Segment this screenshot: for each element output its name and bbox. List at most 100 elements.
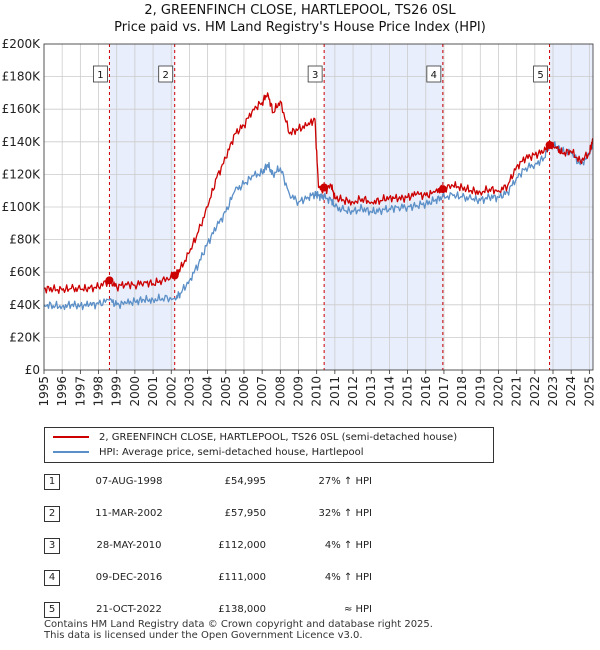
- y-tick-label: £80K: [9, 233, 41, 247]
- legend-swatch-property: [53, 436, 89, 438]
- sale-price: £138,000: [218, 604, 266, 615]
- sale-label-box: [93, 65, 108, 83]
- y-tick-label: £120K: [2, 167, 42, 181]
- sale-point: [438, 185, 447, 194]
- sale-date: 09-DEC-2016: [95, 572, 163, 583]
- sale-label-box: [158, 65, 174, 83]
- sale-label-number: 2: [163, 70, 169, 81]
- y-tick-label: £0: [25, 363, 40, 377]
- sale-marker-lines: [108, 44, 551, 370]
- sale-date: 07-AUG-1998: [95, 476, 163, 487]
- x-tick-label: 2022: [528, 376, 542, 407]
- legend-item-property: 2, GREENFINCH CLOSE, HARTLEPOOL, TS26 0S…: [53, 431, 457, 445]
- chart-title: 2, GREENFINCH CLOSE, HARTLEPOOL, TS26 0S…: [0, 2, 600, 36]
- sale-label-number: 4: [431, 70, 437, 81]
- x-tick-label: 2007: [255, 376, 269, 407]
- sale-date: 11-MAR-2002: [95, 508, 163, 519]
- sale-date: 28-MAY-2010: [96, 540, 162, 551]
- y-tick-label: £100K: [2, 200, 42, 214]
- x-tick-label: 2021: [510, 376, 524, 407]
- sale-hpi-comparison: 32% ↑ HPI: [318, 508, 372, 519]
- y-tick-label: £40K: [9, 298, 41, 312]
- x-tick-label: 2006: [237, 376, 251, 407]
- sale-label-box: [533, 65, 548, 83]
- sale-number-badge: 3: [44, 538, 60, 554]
- x-tick-label: 1999: [110, 376, 124, 407]
- x-tick-label: 2011: [328, 376, 342, 407]
- sale-row: 4 09-DEC-2016 £111,000 4% ↑ HPI: [44, 570, 444, 586]
- sale-row: 1 07-AUG-1998 £54,995 27% ↑ HPI: [44, 474, 444, 490]
- legend-label-property: 2, GREENFINCH CLOSE, HARTLEPOOL, TS26 0S…: [99, 432, 458, 443]
- x-tick-label: 2001: [146, 376, 160, 407]
- y-tick-label: £180K: [2, 70, 42, 84]
- sale-hpi-comparison: 4% ↑ HPI: [324, 572, 372, 583]
- sale-label-number: 1: [97, 70, 103, 81]
- x-tick-label: 2020: [491, 376, 505, 407]
- sale-label-box: [426, 65, 442, 83]
- sale-price: £111,000: [218, 572, 266, 583]
- x-tick-label: 2015: [401, 376, 415, 407]
- y-tick-label: £20K: [9, 330, 41, 344]
- sale-point: [545, 141, 554, 150]
- sale-number-badge: 1: [44, 474, 60, 490]
- y-tick-label: £60K: [9, 265, 41, 279]
- x-tick-label: 2025: [582, 376, 596, 407]
- sale-price: £54,995: [224, 476, 266, 487]
- footer-copyright: Contains HM Land Registry data © Crown c…: [44, 619, 433, 630]
- sale-point: [320, 183, 329, 192]
- x-tick-label: 2016: [419, 376, 433, 407]
- sale-hpi-comparison: 4% ↑ HPI: [324, 540, 372, 551]
- sale-point: [170, 271, 179, 280]
- x-tick-label: 2010: [310, 376, 324, 407]
- footer-licence: This data is licensed under the Open Gov…: [44, 630, 363, 641]
- series-line-hpi: [43, 140, 594, 311]
- x-tick-label: 2014: [382, 376, 396, 407]
- x-tick-label: 2002: [164, 376, 178, 407]
- sale-row: 3 28-MAY-2010 £112,000 4% ↑ HPI: [44, 538, 444, 554]
- sale-hpi-comparison: 27% ↑ HPI: [318, 476, 372, 487]
- x-tick-label: 1998: [92, 376, 106, 407]
- y-tick-label: £200K: [2, 37, 42, 51]
- plot-frame: [43, 43, 594, 371]
- sale-row: 2 11-MAR-2002 £57,950 32% ↑ HPI: [44, 506, 444, 522]
- x-tick-label: 1996: [55, 376, 69, 407]
- sale-point: [105, 276, 114, 285]
- sale-number-badge: 2: [44, 506, 60, 522]
- sale-labels: 1 2 3 4 5: [93, 65, 548, 83]
- x-tick-label: 2000: [128, 376, 142, 407]
- sale-number-badge: 5: [44, 602, 60, 618]
- chart-subtitle: Price paid vs. HM Land Registry's House …: [114, 20, 486, 35]
- x-tick-label: 2024: [564, 376, 578, 407]
- x-tick-label: 2009: [292, 376, 306, 407]
- footer: Contains HM Land Registry data © Crown c…: [44, 619, 433, 641]
- sale-hpi-comparison: ≈ HPI: [343, 604, 372, 615]
- axis-layer: £0 £20K £40K £60K £80K £100K £120K £140K £160K £1…: [2, 37, 597, 407]
- x-tick-label: 2008: [273, 376, 287, 407]
- sale-price: £57,950: [224, 508, 266, 519]
- x-tick-label: 2005: [219, 376, 233, 407]
- x-tick-label: 2013: [364, 376, 378, 407]
- sale-number-badge: 4: [44, 570, 60, 586]
- x-tick-label: 2004: [201, 376, 215, 407]
- y-tick-label: £140K: [2, 135, 42, 149]
- sale-date: 21-OCT-2022: [96, 604, 162, 615]
- x-tick-label: 2018: [455, 376, 469, 407]
- sale-label-box: [307, 65, 323, 83]
- x-tick-label: 1997: [73, 376, 87, 407]
- sale-row: 5 21-OCT-2022 £138,000 ≈ HPI: [44, 602, 444, 618]
- x-tick-label: 2023: [546, 376, 560, 407]
- chart-title-main: 2, GREENFINCH CLOSE, HARTLEPOOL, TS26 0S…: [144, 3, 456, 18]
- x-tick-label: 2012: [346, 376, 360, 407]
- sale-points: [105, 141, 554, 285]
- x-tick-label: 1995: [37, 376, 51, 407]
- sale-label-number: 5: [537, 70, 543, 81]
- y-tick-label: £160K: [2, 102, 42, 116]
- sale-label-number: 3: [312, 70, 318, 81]
- x-tick-label: 2019: [473, 376, 487, 407]
- sale-price: £112,000: [218, 540, 266, 551]
- legend-swatch-hpi: [53, 451, 89, 453]
- legend: 2, GREENFINCH CLOSE, HARTLEPOOL, TS26 0S…: [44, 427, 494, 463]
- x-tick-label: 2003: [182, 376, 196, 407]
- x-tick-label: 2017: [437, 376, 451, 407]
